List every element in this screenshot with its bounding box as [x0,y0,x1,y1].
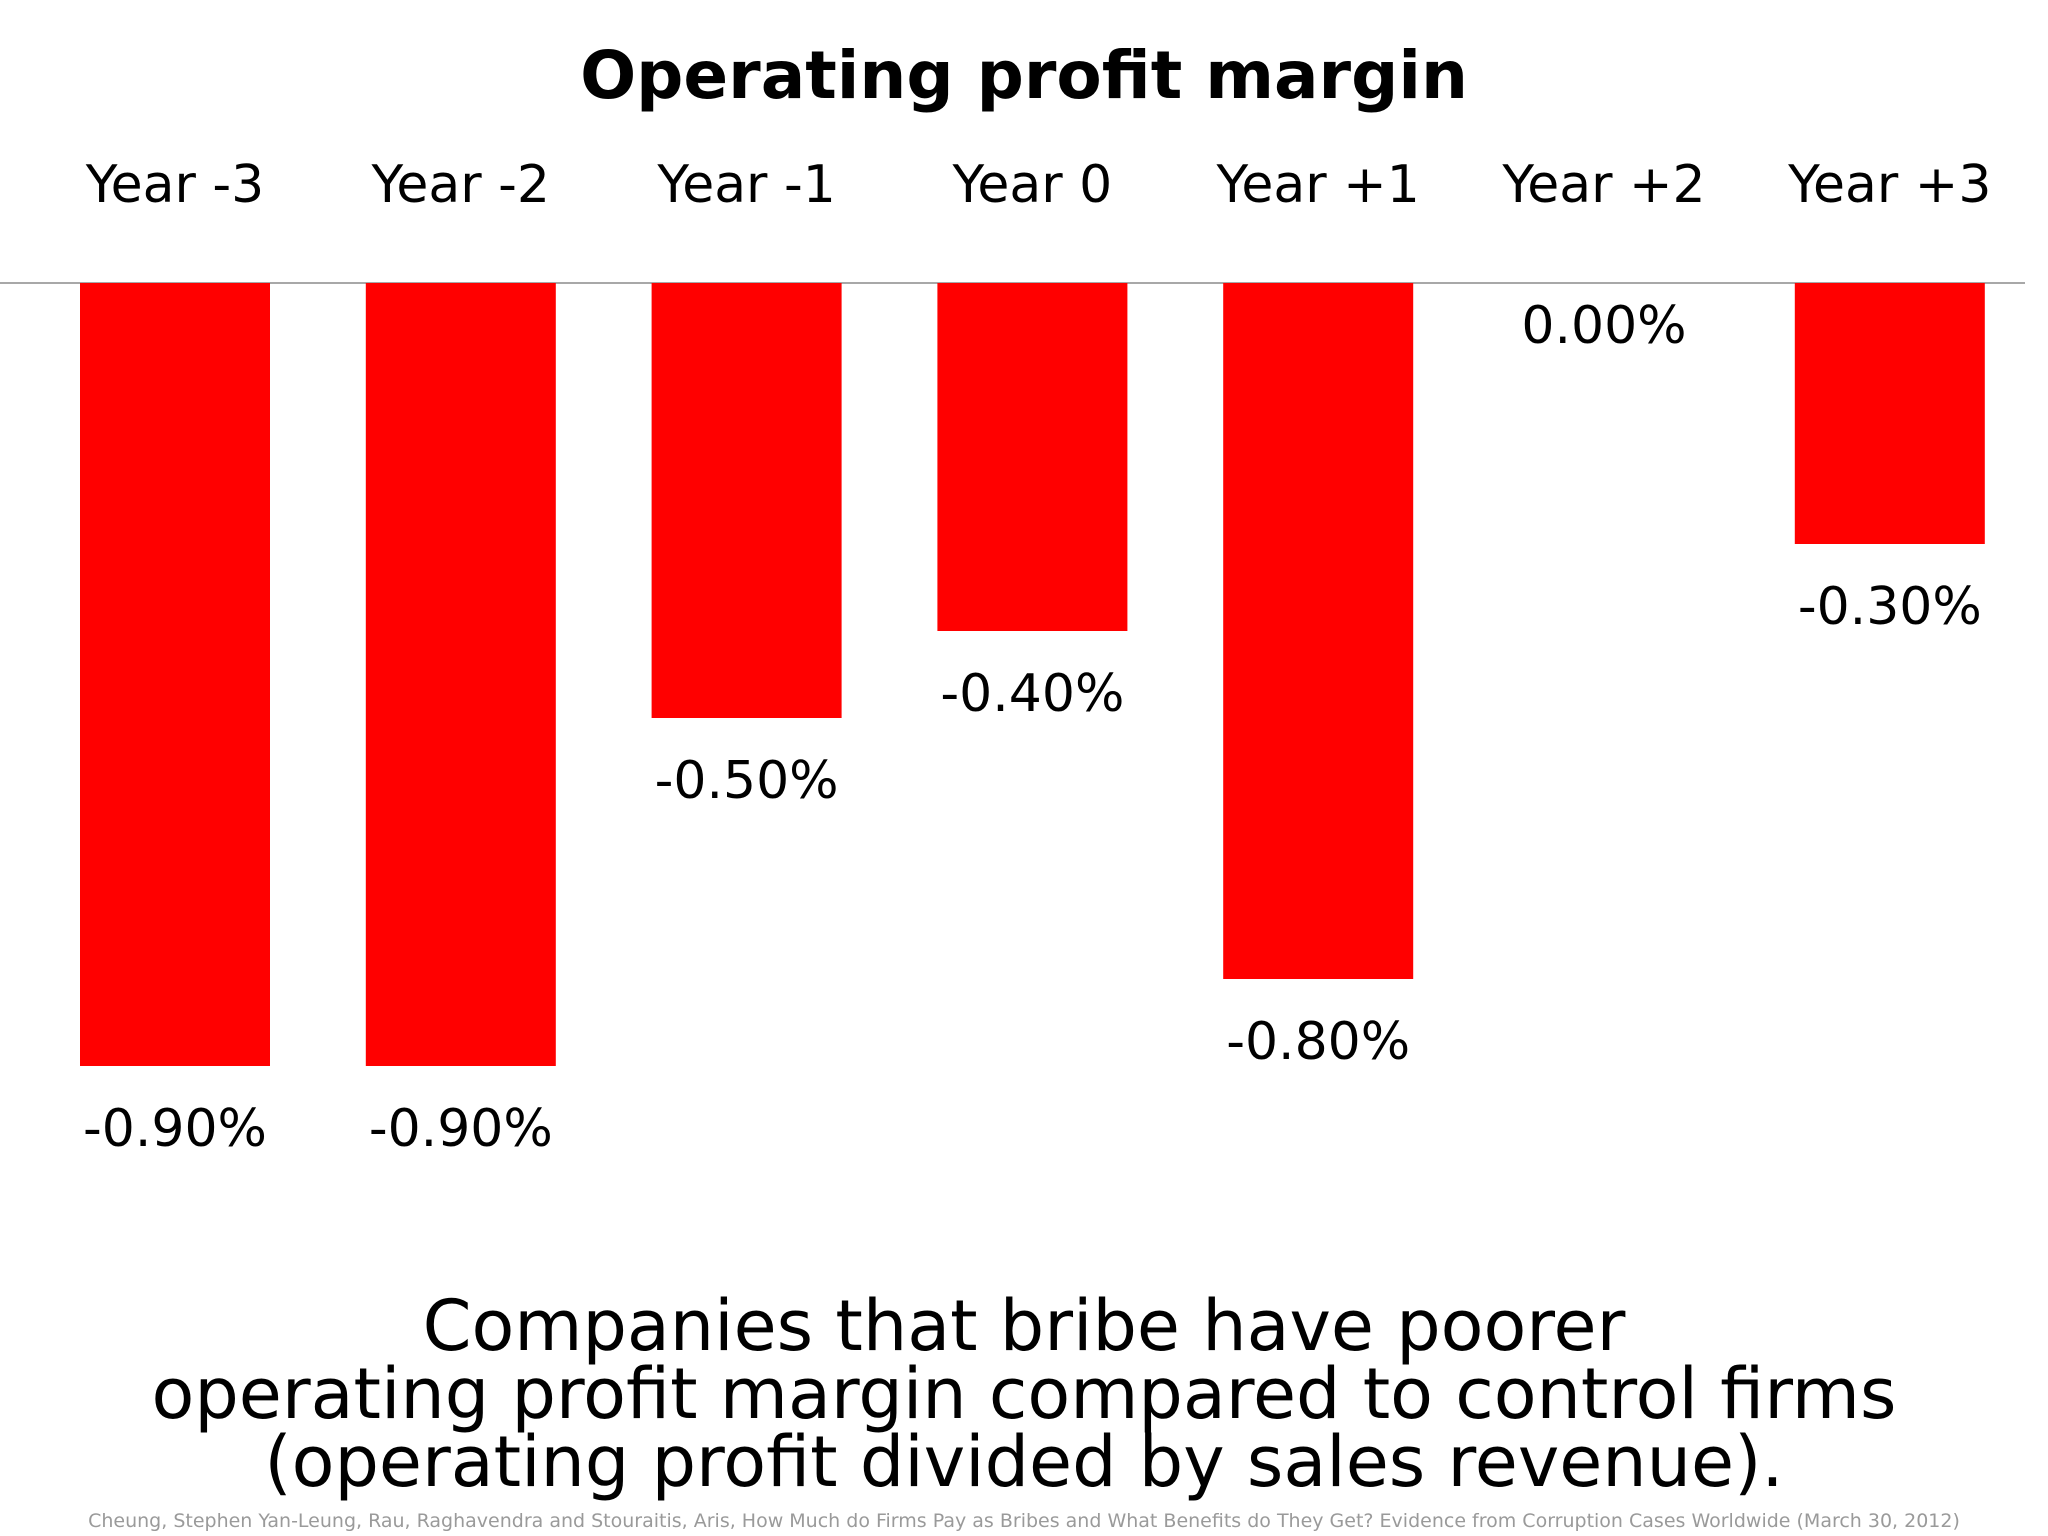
caption-line-3: (operating profit divided by sales reven… [264,1421,1784,1503]
category-tick-label: Year -1 [656,155,835,215]
chart-title: Operating profit margin [580,37,1468,114]
category-tick-label: Year -3 [85,155,264,215]
chart-plot: Year -3 Year -2 Year -1 Year 0 Year +1 Year +… [0,155,2025,1159]
bar-value-label: -0.50% [655,751,839,811]
bar [80,283,270,1066]
bar-value-label: 0.00% [1521,296,1686,356]
category-tick-label: Year +2 [1501,155,1705,215]
bar [365,283,556,1066]
category-tick-label: Year +3 [1787,155,1991,215]
bar [1223,283,1414,979]
caption: Companies that bribe have poorer operati… [0,1285,2048,1503]
bar-value-label: -0.80% [1226,1012,1410,1072]
caption-line-2: operating profit margin compared to cont… [151,1353,1897,1435]
caption-line-1: Companies that bribe have poorer [422,1285,1626,1367]
category-tick-label: Year +1 [1216,155,1420,215]
bar-value-label: -0.30% [1798,577,1982,637]
bar [937,283,1128,631]
bar-value-label: -0.40% [940,664,1124,724]
category-tick-label: Year -2 [371,155,550,215]
source-citation: Cheung, Stephen Yan-Leung, Rau, Raghaven… [88,1510,1960,1532]
bar [651,283,842,718]
bar-value-label: -0.90% [83,1099,267,1159]
bar [1794,283,1985,544]
bar-value-label: -0.90% [369,1099,553,1159]
category-tick-label: Year 0 [952,155,1113,215]
